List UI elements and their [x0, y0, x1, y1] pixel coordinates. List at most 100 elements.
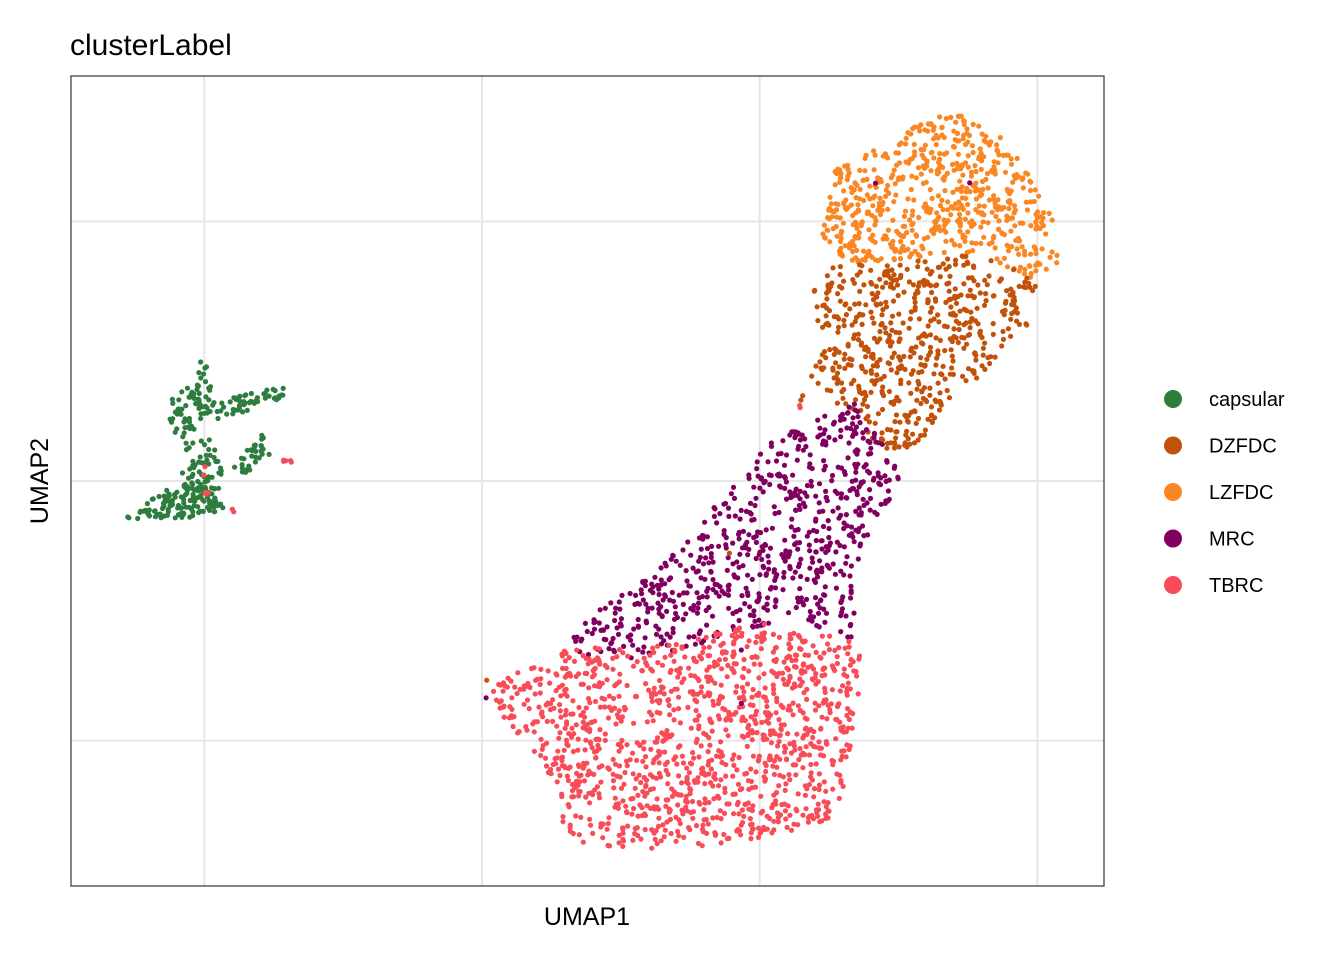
point-tbrc — [813, 681, 819, 687]
point-tbrc — [659, 662, 666, 668]
point-capsular — [198, 492, 204, 499]
point-tbrc — [625, 653, 631, 659]
point-capsular — [202, 379, 209, 385]
point-tbrc — [783, 816, 789, 822]
point-tbrc — [682, 654, 688, 660]
point-lzfdc — [842, 205, 849, 211]
point-dzfdc — [961, 306, 967, 312]
point-tbrc — [542, 755, 549, 761]
point-dzfdc — [936, 407, 943, 413]
point-lzfdc — [1028, 251, 1034, 257]
point-tbrc — [764, 703, 770, 710]
point-dzfdc — [963, 378, 969, 384]
point-mrc — [792, 569, 798, 575]
point-capsular — [207, 452, 213, 458]
point-tbrc — [496, 681, 502, 688]
point-tbrc — [788, 636, 794, 642]
point-lzfdc — [909, 227, 915, 233]
point-tbrc — [737, 787, 744, 793]
point-mrc — [815, 434, 821, 440]
point-tbrc — [618, 785, 625, 791]
point-mrc — [713, 590, 719, 596]
point-lzfdc — [1027, 199, 1033, 205]
point-tbrc — [770, 649, 777, 655]
legend-label-capsular: capsular — [1209, 389, 1285, 411]
point-lzfdc — [980, 186, 986, 192]
point-tbrc — [652, 836, 658, 843]
point-mrc — [602, 605, 608, 611]
point-dzfdc — [848, 362, 854, 368]
point-tbrc — [581, 778, 588, 784]
point-tbrc — [800, 765, 806, 771]
point-dzfdc — [883, 330, 889, 336]
point-lzfdc — [973, 169, 979, 175]
point-tbrc — [717, 754, 724, 760]
point-capsular — [181, 482, 187, 488]
point-tbrc — [649, 668, 656, 674]
point-mrc — [745, 552, 751, 558]
point-mrc — [780, 438, 786, 444]
point-tbrc — [792, 683, 798, 690]
point-tbrc — [729, 633, 735, 639]
point-lzfdc — [992, 201, 998, 207]
point-tbrc — [632, 785, 638, 791]
point-capsular — [203, 452, 209, 458]
point-dzfdc — [913, 344, 919, 350]
point-dzfdc — [943, 266, 949, 272]
point-mrc — [793, 604, 799, 611]
point-tbrc — [812, 700, 818, 706]
point-tbrc — [604, 826, 610, 832]
point-lzfdc — [962, 238, 968, 244]
point-tbrc — [748, 714, 754, 720]
point-tbrc — [766, 720, 772, 726]
point-mrc — [837, 542, 843, 549]
point-tbrc — [501, 703, 507, 709]
point-capsular — [172, 515, 178, 521]
point-lzfdc — [821, 222, 828, 228]
point-tbrc — [782, 787, 788, 794]
point-mrc — [847, 623, 853, 629]
point-lzfdc — [965, 249, 972, 255]
point-tbrc — [696, 726, 702, 732]
point-tbrc — [630, 663, 637, 669]
point-tbrc — [856, 653, 863, 659]
point-lzfdc — [1004, 186, 1011, 192]
point-lzfdc — [1009, 215, 1015, 221]
point-tbrc — [636, 772, 642, 778]
point-dzfdc — [892, 440, 898, 446]
point-capsular — [141, 508, 147, 514]
point-tbrc — [569, 725, 575, 731]
point-lzfdc — [949, 161, 956, 168]
data-points — [125, 113, 1060, 851]
point-tbrc — [808, 770, 814, 776]
point-tbrc — [288, 459, 294, 465]
point-mrc — [854, 492, 860, 498]
point-tbrc — [596, 795, 603, 801]
point-dzfdc — [963, 253, 969, 260]
point-dzfdc — [918, 355, 924, 361]
point-mrc — [839, 609, 845, 615]
point-tbrc — [821, 650, 827, 656]
point-capsular — [239, 465, 245, 471]
point-lzfdc — [958, 186, 964, 192]
point-dzfdc — [830, 367, 836, 373]
point-mrc — [726, 605, 732, 611]
point-lzfdc — [1033, 226, 1039, 232]
point-tbrc — [793, 772, 799, 778]
point-mrc — [676, 592, 682, 598]
point-lzfdc — [942, 222, 948, 228]
point-capsular — [233, 396, 239, 402]
point-lzfdc — [820, 231, 826, 237]
point-mrc — [868, 450, 874, 457]
point-mrc — [793, 486, 799, 492]
point-dzfdc — [836, 364, 842, 370]
point-tbrc — [562, 658, 569, 664]
point-mrc — [830, 561, 836, 567]
point-tbrc — [746, 638, 752, 644]
point-dzfdc — [884, 440, 891, 446]
point-lzfdc — [941, 249, 947, 256]
point-tbrc — [677, 743, 683, 749]
point-mrc — [824, 562, 830, 568]
point-dzfdc — [999, 343, 1005, 349]
point-dzfdc — [974, 305, 980, 311]
